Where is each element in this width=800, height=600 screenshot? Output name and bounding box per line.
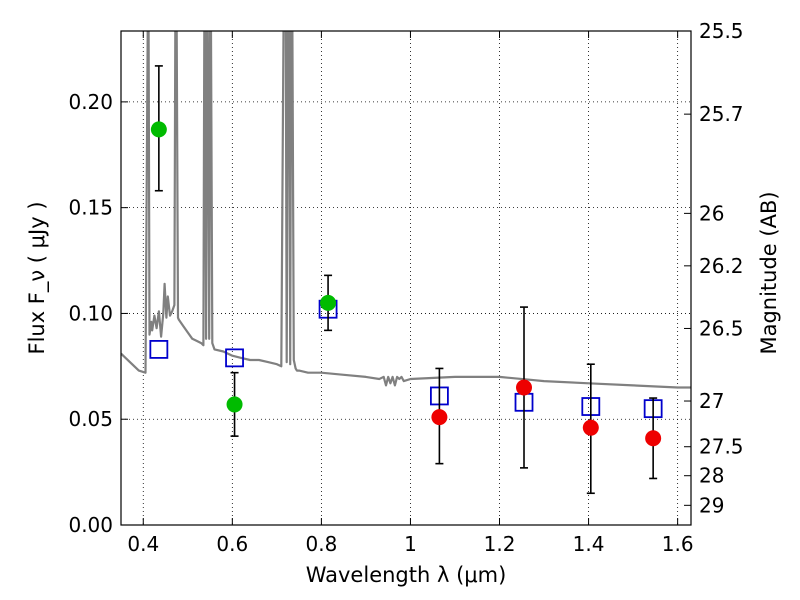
axis-labels: 0.4 0.6 0.8 1 1.2 1.4 1.6 0.00 0.05 0.10 0.15 0.20 2… [25, 19, 781, 587]
model-spectrum-line [121, 31, 691, 389]
magnitude-tick-label: 27.5 [699, 435, 744, 459]
data-point [645, 430, 662, 447]
x-tick-label: 1.6 [662, 532, 694, 556]
model-photometry-square [225, 348, 244, 368]
x-tick-label: 0.4 [127, 532, 159, 556]
magnitude-tick-label: 26.2 [699, 254, 744, 278]
y-tick-label: 0.05 [68, 407, 113, 431]
y-tick-label: 0.10 [68, 301, 113, 325]
data-point [320, 294, 337, 311]
tick-marks [121, 30, 691, 526]
y-tick-label: 0.20 [68, 90, 113, 114]
y-tick-label: 0.15 [68, 196, 113, 220]
magnitude-tick-label: 27 [699, 389, 724, 413]
y-axis-label: Flux F_ν ( μJy ) [25, 201, 50, 354]
magnitude-tick-label: 25.5 [699, 19, 744, 43]
magnitude-tick-label: 29 [699, 493, 724, 517]
x-tick-label: 0.8 [305, 532, 337, 556]
magnitude-tick-label: 25.7 [699, 102, 744, 126]
data-point [516, 379, 533, 396]
x-tick-label: 1.2 [484, 532, 516, 556]
model-photometry-square [149, 340, 169, 359]
data-point [150, 121, 167, 138]
data-point [226, 396, 243, 413]
data-point [431, 409, 448, 426]
plot-background [121, 31, 691, 525]
y-tick-label: 0.00 [68, 513, 113, 537]
plot-frame [120, 30, 692, 526]
x-tick-label: 1.4 [573, 532, 605, 556]
magnitude-tick-label: 26.5 [699, 316, 744, 340]
magnitude-tick-label: 26 [699, 201, 724, 225]
x-tick-label: 0.6 [216, 532, 248, 556]
magnitude-tick-label: 28 [699, 464, 724, 488]
right-axis-label: Magnitude (AB) [757, 191, 781, 354]
data-layer [121, 31, 691, 495]
x-tick-label: 1 [404, 532, 417, 556]
data-point [582, 419, 599, 436]
x-axis-label: Wavelength λ (μm) [306, 563, 507, 587]
